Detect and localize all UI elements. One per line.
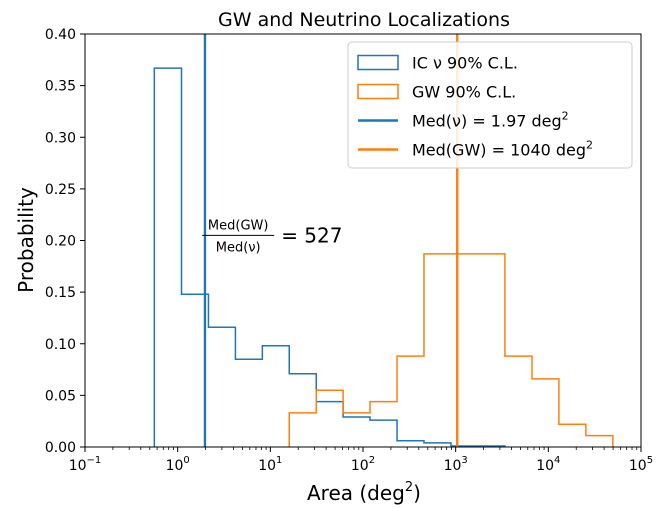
legend: IC ν 90% C.L. GW 90% C.L. Med(ν) = 1.97 de…	[347, 41, 633, 169]
y-tick-label: 0.25	[45, 182, 76, 198]
x-axis-label: Area (deg2)	[307, 480, 421, 505]
y-axis-label: Probability	[14, 187, 38, 293]
legend-swatch-hist-neutrino	[357, 54, 399, 71]
legend-label-median-gw: Med(GW) = 1040 deg2	[412, 139, 593, 160]
x-tick-label: 102	[351, 455, 375, 474]
x-axis-label-suffix: )	[413, 481, 421, 505]
x-tick-label: 100	[166, 455, 190, 474]
x-tick-label: 105	[629, 455, 653, 474]
legend-label-median-neutrino: Med(ν) = 1.97 deg2	[412, 110, 569, 131]
y-axis: 0.00 0.05 0.10 0.15 0.20 0.25 0.30 0.35 0.40	[45, 27, 85, 456]
legend-swatch-hist-gw	[357, 83, 399, 100]
median-ratio-annotation: Med(GW) Med(ν) = 527	[202, 218, 342, 255]
x-tick-label: 103	[444, 455, 468, 474]
ratio-value: = 527	[281, 223, 342, 247]
y-tick-label: 0.40	[45, 27, 76, 43]
histogram-series-gw	[288, 253, 614, 447]
y-tick-label: 0.00	[45, 440, 76, 456]
y-tick-label: 0.30	[45, 130, 76, 146]
x-tick-label: 10−1	[69, 455, 102, 474]
x-axis-label-text: Area (deg	[307, 481, 405, 505]
legend-label-hist-gw: GW 90% C.L.	[412, 83, 516, 102]
x-axis-label-sup: 2	[405, 480, 413, 495]
y-tick-label: 0.15	[45, 285, 76, 301]
y-tick-label: 0.05	[45, 388, 76, 404]
chart-title: GW and Neutrino Localizations	[218, 9, 510, 31]
y-tick-label: 0.35	[45, 79, 76, 95]
y-tick-label: 0.10	[45, 337, 76, 353]
ratio-denominator: Med(ν)	[216, 240, 261, 255]
x-tick-label: 101	[258, 455, 282, 474]
x-axis: 10−1 100 101 102 103 104 105	[69, 447, 653, 474]
legend-label-hist-neutrino: IC ν 90% C.L.	[412, 54, 518, 73]
y-tick-label: 0.20	[45, 234, 76, 250]
x-tick-label: 104	[536, 455, 560, 474]
legend-frame	[347, 41, 633, 169]
ratio-numerator: Med(GW)	[208, 218, 269, 233]
